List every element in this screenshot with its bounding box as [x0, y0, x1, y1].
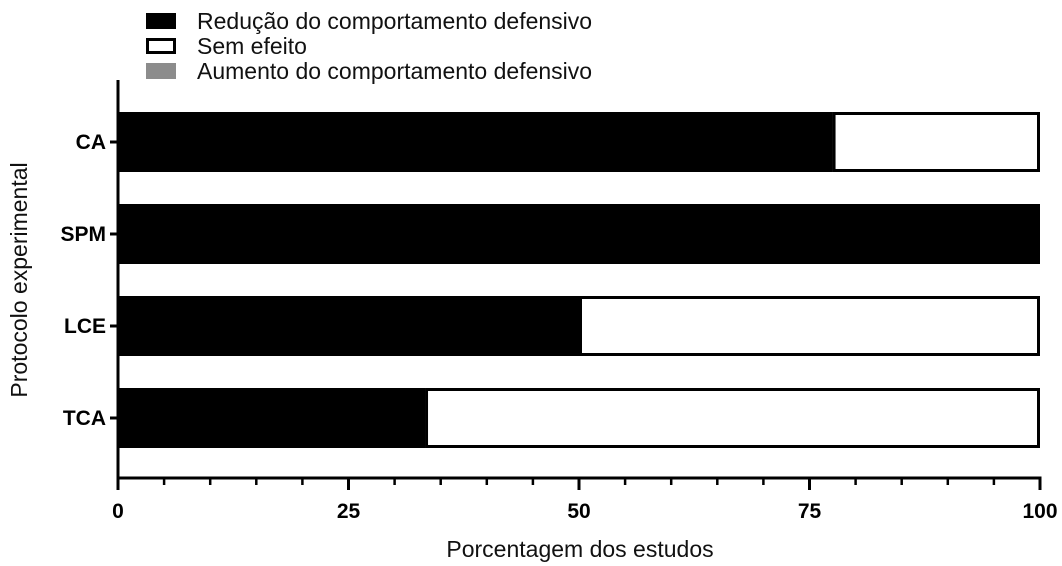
legend-swatch-3: [146, 63, 176, 79]
legend-swatch-2: [146, 38, 176, 54]
bar-lce-series-1: [118, 296, 579, 356]
legend-swatch-1: [146, 13, 176, 29]
category-label-ca: CA: [76, 131, 106, 154]
x-tick-label-4: 100: [1022, 500, 1057, 523]
x-tick-label-3: 75: [798, 500, 822, 523]
legend-label-3: Aumento do comportamento defensivo: [197, 58, 592, 84]
x-tick-label-1: 25: [337, 500, 361, 523]
legend-label-1: Redução do comportamento defensivo: [197, 8, 592, 34]
x-axis-title: Porcentagem dos estudos: [446, 536, 713, 562]
bars: [118, 112, 1040, 448]
legend-label-2: Sem efeito: [197, 33, 307, 59]
bar-ca-series-2: [832, 112, 1040, 172]
category-label-spm: SPM: [60, 223, 106, 246]
bar-spm-series-1: [118, 204, 1040, 264]
bar-ca-series-1: [118, 112, 833, 172]
x-tick-label-0: 0: [112, 500, 124, 523]
y-axis-title: Protocolo experimental: [6, 162, 32, 397]
x-tick-label-2: 50: [567, 500, 590, 523]
category-label-tca: TCA: [63, 407, 106, 430]
axes: CA SPM LCE TCA 0 25 50 75 100: [60, 80, 1058, 523]
bar-lce-series-2: [579, 296, 1040, 356]
bar-tca-series-2: [425, 388, 1040, 448]
bar-tca-series-1: [118, 388, 426, 448]
category-label-lce: LCE: [64, 315, 106, 338]
